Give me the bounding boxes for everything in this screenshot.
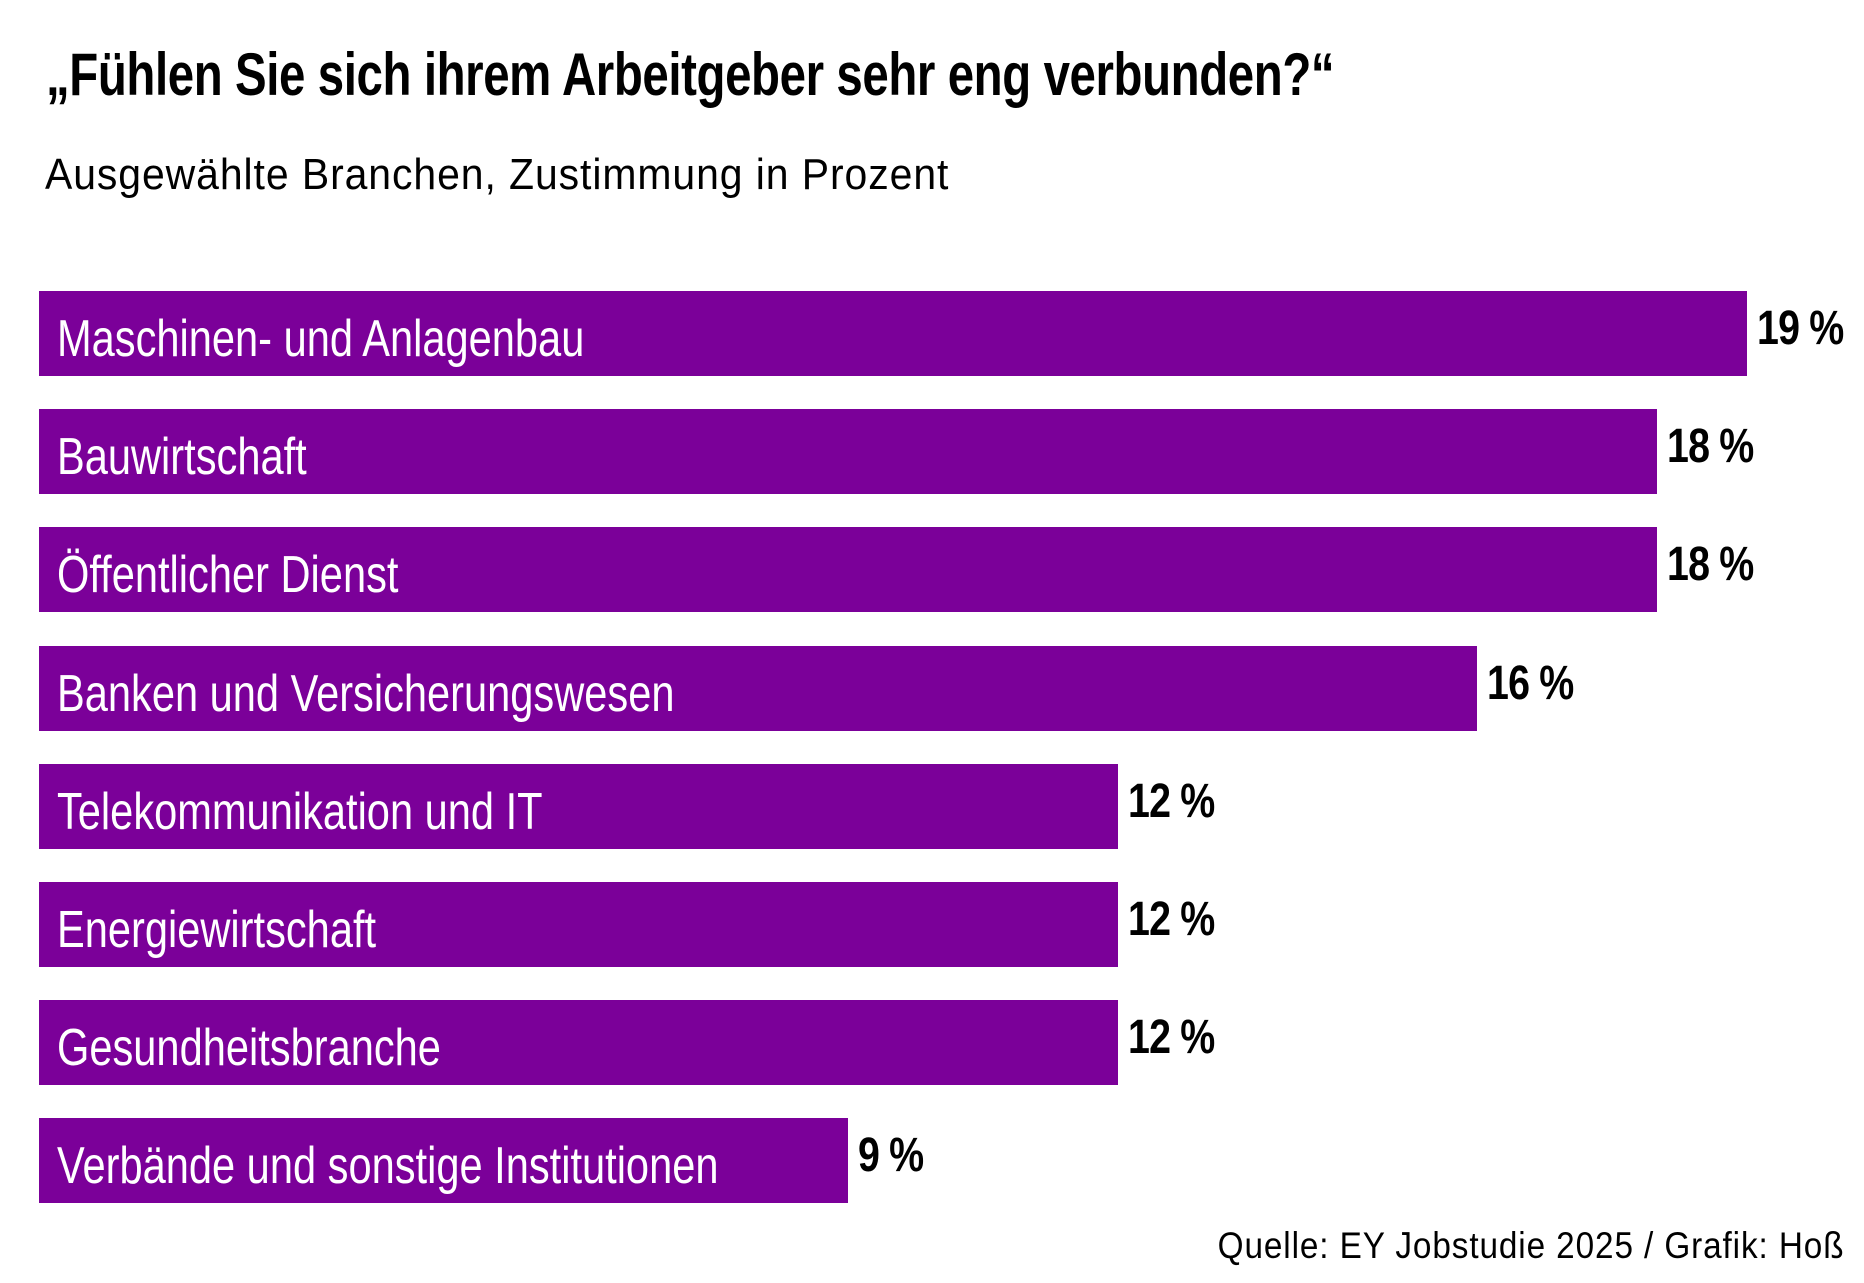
bar: Energiewirtschaft <box>39 882 1118 967</box>
bar-label: Energiewirtschaft <box>57 901 377 959</box>
bar: Öffentlicher Dienst <box>39 527 1658 613</box>
value-label: 19 % <box>1757 302 1844 355</box>
bar-label: Maschinen- und Anlagenbau <box>57 310 585 368</box>
bar-label: Verbände und sonstige Institutionen <box>57 1137 719 1196</box>
chart-title: „Fühlen Sie sich ihrem Arbeitgeber sehr … <box>46 41 1335 108</box>
bar: Maschinen- und Anlagenbau <box>39 291 1748 376</box>
bar-label: Öffentlicher Dienst <box>57 546 399 605</box>
value-label: 12 % <box>1127 893 1215 946</box>
value-label: 12 % <box>1127 774 1215 828</box>
bar-label: Gesundheitsbranche <box>57 1019 441 1078</box>
bar: Bauwirtschaft <box>39 409 1658 495</box>
value-label: 18 % <box>1667 420 1754 474</box>
bar: Gesundheitsbranche <box>39 1000 1118 1086</box>
bar-label: Banken und Versicherungswesen <box>57 664 675 723</box>
value-label: 9 % <box>858 1129 924 1183</box>
bar: Verbände und sonstige Institutionen <box>39 1118 849 1204</box>
chart-subtitle: Ausgewählte Branchen, Zustimmung in Proz… <box>45 150 950 199</box>
value-label: 16 % <box>1487 656 1574 710</box>
bar-label: Telekommunikation und IT <box>57 782 543 841</box>
bar: Telekommunikation und IT <box>39 763 1118 849</box>
bar-label: Bauwirtschaft <box>57 428 307 487</box>
bar: Banken und Versicherungswesen <box>39 645 1478 731</box>
value-label: 18 % <box>1667 538 1754 592</box>
source-note: Quelle: EY Jobstudie 2025 / Grafik: Hoß <box>1217 1225 1844 1266</box>
value-label: 12 % <box>1127 1011 1215 1065</box>
